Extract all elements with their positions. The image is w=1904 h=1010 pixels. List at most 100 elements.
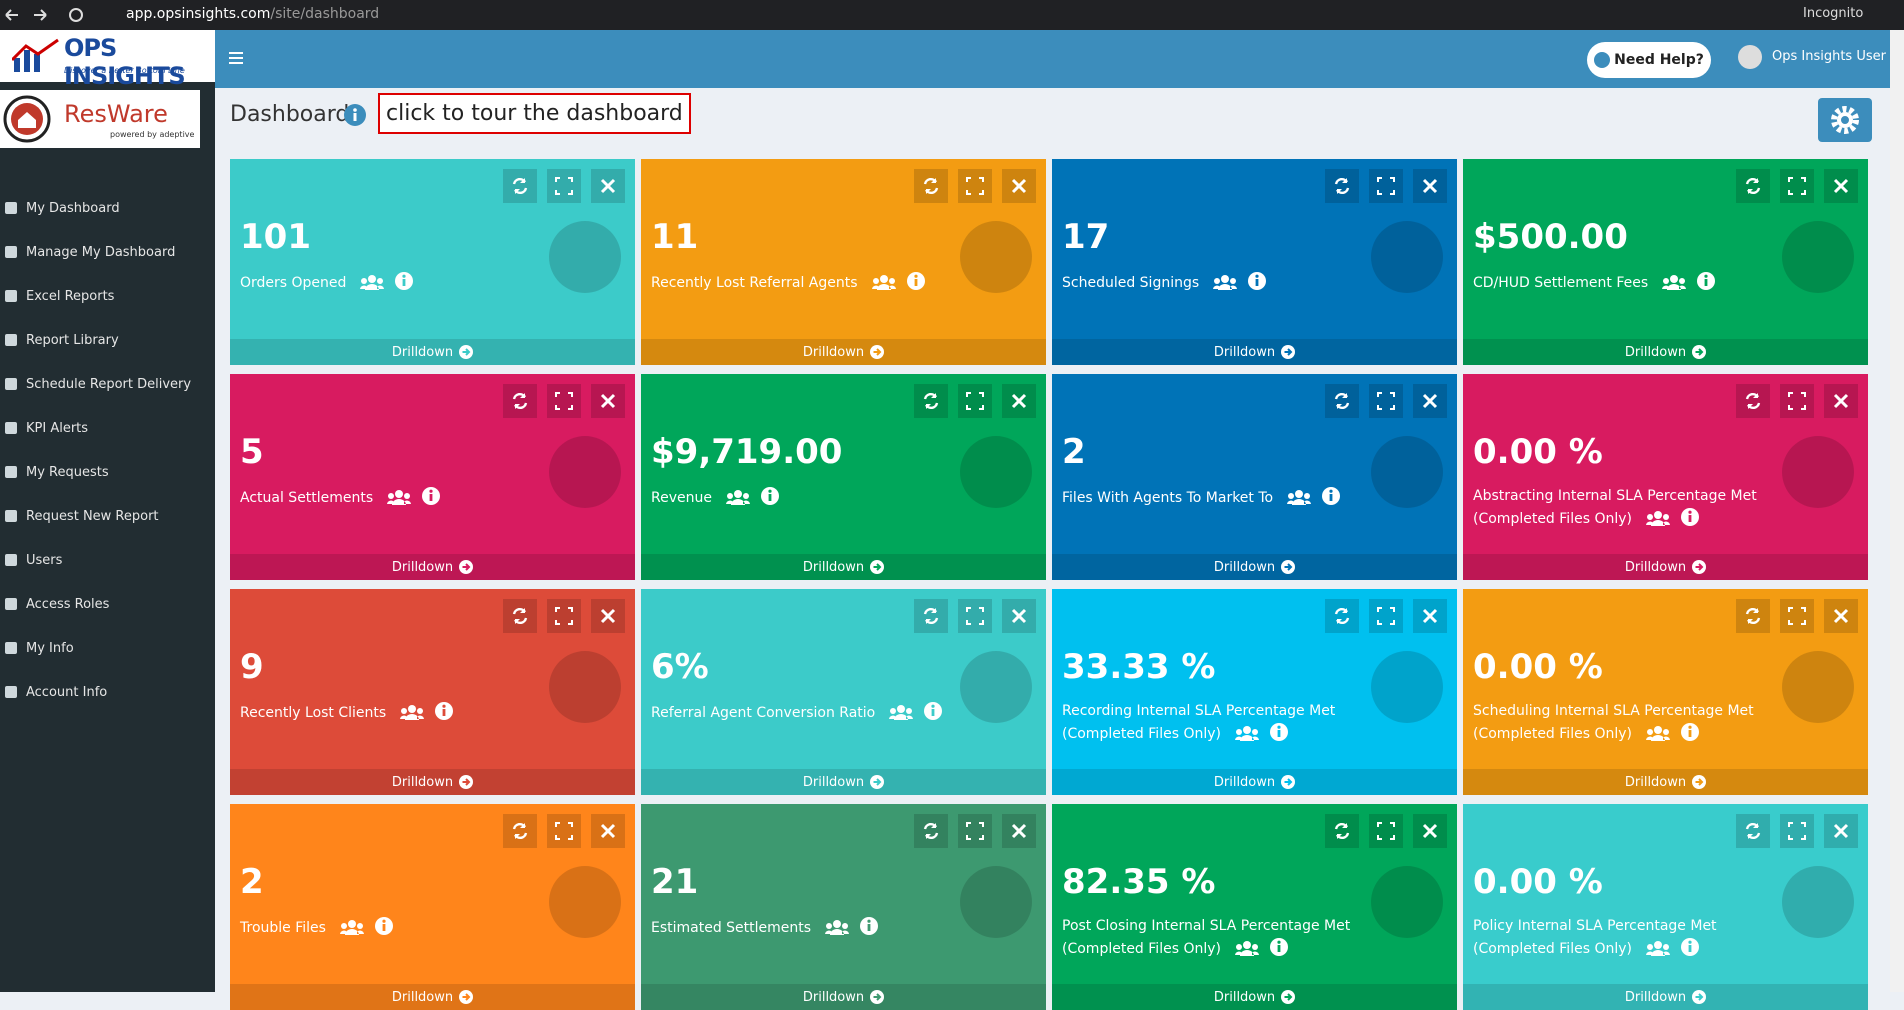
refresh-button[interactable]: [1325, 169, 1359, 203]
url-path[interactable]: /site/dashboard: [270, 6, 380, 22]
close-button[interactable]: [1413, 169, 1447, 203]
nav-buttons[interactable]: [4, 6, 84, 24]
expand-button[interactable]: [1780, 169, 1814, 203]
refresh-button[interactable]: [914, 814, 948, 848]
nav-item[interactable]: Users: [0, 540, 215, 580]
refresh-button[interactable]: [1736, 169, 1770, 203]
expand-button[interactable]: [958, 169, 992, 203]
info-icon[interactable]: [374, 916, 394, 936]
expand-button[interactable]: [547, 384, 581, 418]
refresh-button[interactable]: [503, 384, 537, 418]
users-icon[interactable]: [360, 273, 385, 291]
refresh-button[interactable]: [1325, 814, 1359, 848]
users-icon[interactable]: [871, 273, 896, 291]
refresh-button[interactable]: [914, 169, 948, 203]
drilldown-link[interactable]: Drilldown: [641, 769, 1046, 795]
users-icon[interactable]: [1662, 273, 1687, 291]
close-button[interactable]: [1002, 169, 1036, 203]
refresh-button[interactable]: [914, 384, 948, 418]
drilldown-link[interactable]: Drilldown: [230, 339, 635, 365]
users-icon[interactable]: [889, 703, 914, 721]
info-icon[interactable]: [923, 701, 943, 721]
info-icon[interactable]: [859, 916, 879, 936]
close-button[interactable]: [591, 169, 625, 203]
drilldown-link[interactable]: Drilldown: [1052, 554, 1457, 580]
info-icon[interactable]: [394, 271, 414, 291]
drilldown-link[interactable]: Drilldown: [230, 984, 635, 1010]
drilldown-link[interactable]: Drilldown: [1463, 984, 1868, 1010]
users-icon[interactable]: [1645, 724, 1670, 742]
info-icon[interactable]: [1680, 507, 1700, 527]
info-icon[interactable]: [1247, 271, 1267, 291]
refresh-button[interactable]: [503, 814, 537, 848]
refresh-button[interactable]: [914, 599, 948, 633]
users-icon[interactable]: [1645, 509, 1670, 527]
info-icon[interactable]: [434, 701, 454, 721]
close-button[interactable]: [1824, 169, 1858, 203]
refresh-button[interactable]: [503, 169, 537, 203]
nav-item[interactable]: Request New Report: [0, 496, 215, 536]
nav-item[interactable]: My Dashboard: [0, 188, 215, 228]
info-icon[interactable]: [1269, 937, 1289, 957]
expand-button[interactable]: [547, 169, 581, 203]
drilldown-link[interactable]: Drilldown: [1463, 554, 1868, 580]
drilldown-link[interactable]: Drilldown: [641, 339, 1046, 365]
users-icon[interactable]: [400, 703, 425, 721]
info-icon[interactable]: [760, 486, 780, 506]
expand-button[interactable]: [1369, 169, 1403, 203]
nav-item[interactable]: My Requests: [0, 452, 215, 492]
drilldown-link[interactable]: Drilldown: [641, 984, 1046, 1010]
users-icon[interactable]: [1287, 488, 1312, 506]
expand-button[interactable]: [1780, 814, 1814, 848]
drilldown-link[interactable]: Drilldown: [1463, 769, 1868, 795]
info-icon[interactable]: [1321, 486, 1341, 506]
close-button[interactable]: [591, 814, 625, 848]
users-icon[interactable]: [1645, 939, 1670, 957]
refresh-button[interactable]: [1736, 814, 1770, 848]
expand-button[interactable]: [958, 599, 992, 633]
nav-item[interactable]: Account Info: [0, 672, 215, 712]
expand-button[interactable]: [1780, 599, 1814, 633]
close-button[interactable]: [1824, 599, 1858, 633]
nav-item[interactable]: Access Roles: [0, 584, 215, 624]
url-host[interactable]: app.opsinsights.com: [126, 6, 271, 22]
info-icon[interactable]: [1680, 722, 1700, 742]
info-icon[interactable]: [1680, 937, 1700, 957]
users-icon[interactable]: [1213, 273, 1238, 291]
info-icon[interactable]: [421, 486, 441, 506]
help-button[interactable]: Need Help?: [1587, 42, 1711, 78]
drilldown-link[interactable]: Drilldown: [641, 554, 1046, 580]
nav-item[interactable]: My Info: [0, 628, 215, 668]
refresh-button[interactable]: [503, 599, 537, 633]
nav-item[interactable]: Schedule Report Delivery: [0, 364, 215, 404]
expand-button[interactable]: [1369, 384, 1403, 418]
expand-button[interactable]: [1369, 599, 1403, 633]
expand-button[interactable]: [1780, 384, 1814, 418]
scrollbar[interactable]: [1890, 30, 1904, 992]
info-icon[interactable]: [1696, 271, 1716, 291]
refresh-button[interactable]: [1325, 384, 1359, 418]
nav-item[interactable]: Report Library: [0, 320, 215, 360]
users-icon[interactable]: [1234, 939, 1259, 957]
drilldown-link[interactable]: Drilldown: [230, 554, 635, 580]
expand-button[interactable]: [958, 814, 992, 848]
user-menu[interactable]: Ops Insights User: [1772, 49, 1886, 64]
close-button[interactable]: [1824, 384, 1858, 418]
menu-toggle[interactable]: [229, 51, 243, 65]
refresh-button[interactable]: [1736, 384, 1770, 418]
expand-button[interactable]: [547, 814, 581, 848]
drilldown-link[interactable]: Drilldown: [230, 769, 635, 795]
expand-button[interactable]: [547, 599, 581, 633]
drilldown-link[interactable]: Drilldown: [1463, 339, 1868, 365]
users-icon[interactable]: [339, 918, 364, 936]
close-button[interactable]: [591, 599, 625, 633]
close-button[interactable]: [1002, 599, 1036, 633]
tour-link[interactable]: click to tour the dashboard: [378, 93, 691, 134]
close-button[interactable]: [1413, 814, 1447, 848]
info-icon[interactable]: [344, 104, 366, 126]
nav-item[interactable]: Excel Reports: [0, 276, 215, 316]
drilldown-link[interactable]: Drilldown: [1052, 984, 1457, 1010]
drilldown-link[interactable]: Drilldown: [1052, 339, 1457, 365]
close-button[interactable]: [1824, 814, 1858, 848]
users-icon[interactable]: [387, 488, 412, 506]
